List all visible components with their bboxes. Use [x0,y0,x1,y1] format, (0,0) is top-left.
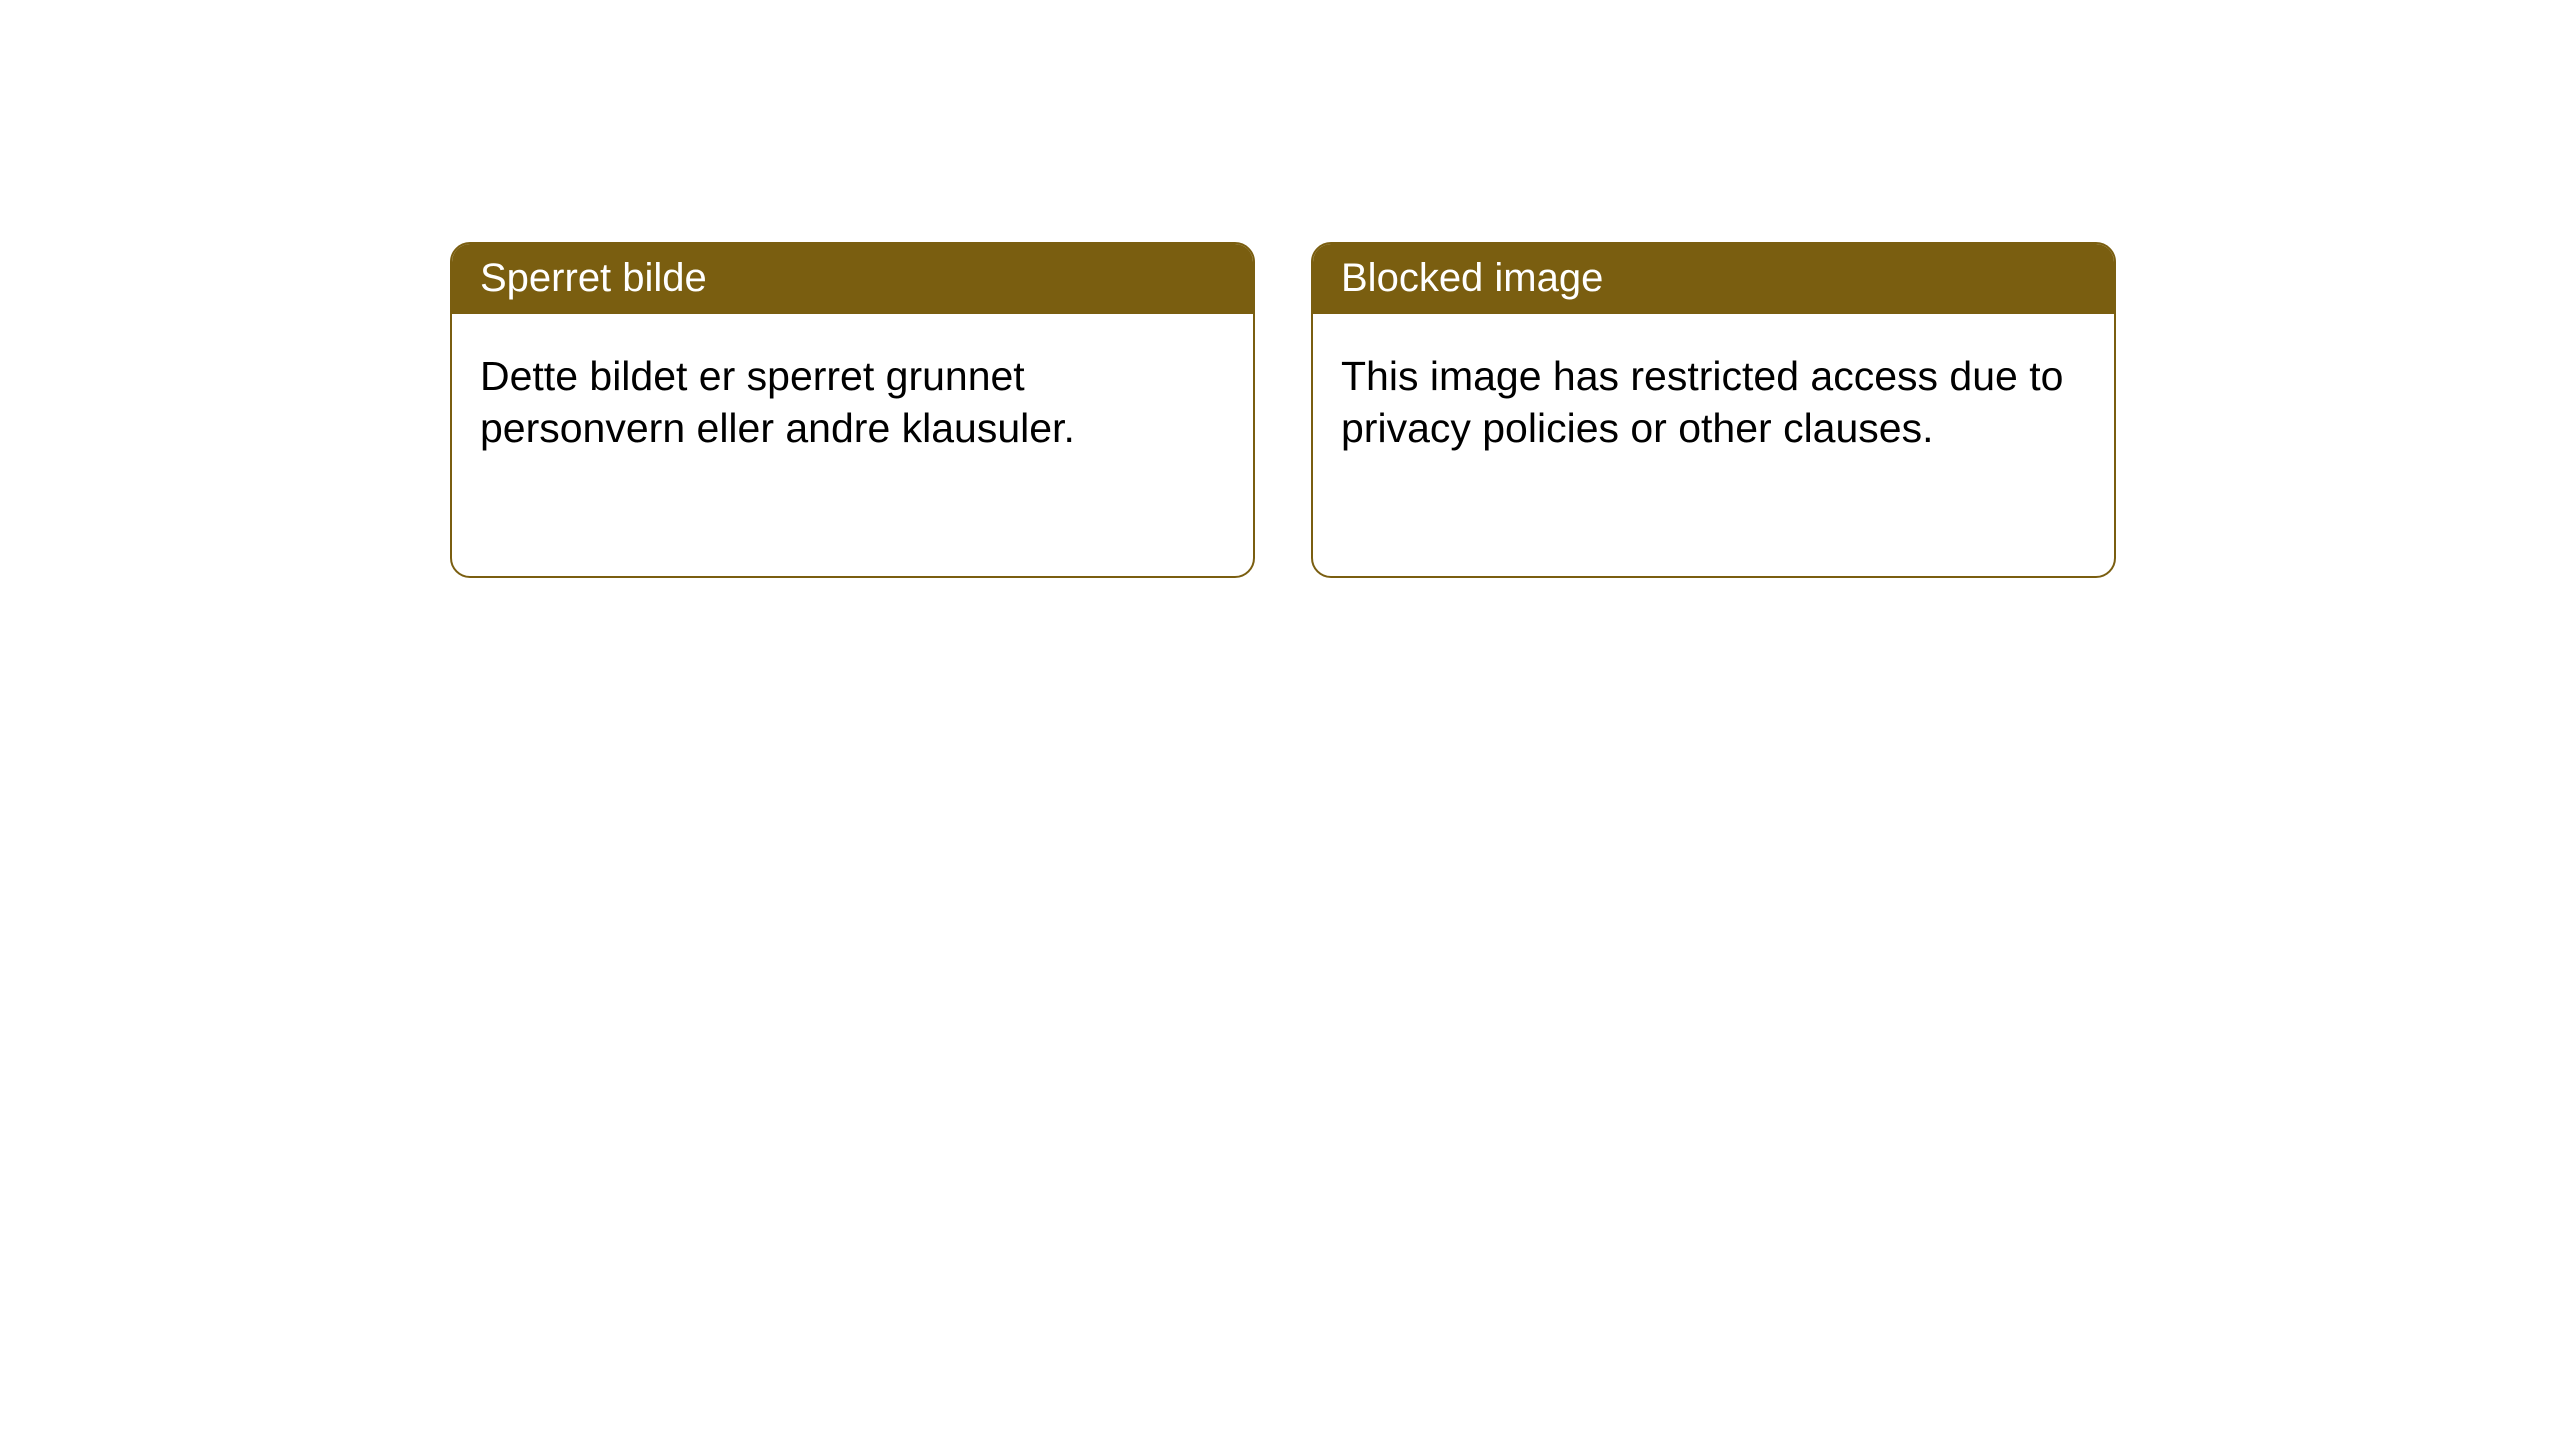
notice-header-no: Sperret bilde [452,244,1253,314]
notice-header-en: Blocked image [1313,244,2114,314]
notice-container: Sperret bilde Dette bildet er sperret gr… [450,242,2116,578]
notice-card-en: Blocked image This image has restricted … [1311,242,2116,578]
notice-body-en: This image has restricted access due to … [1313,314,2114,483]
notice-body-no: Dette bildet er sperret grunnet personve… [452,314,1253,483]
notice-card-no: Sperret bilde Dette bildet er sperret gr… [450,242,1255,578]
